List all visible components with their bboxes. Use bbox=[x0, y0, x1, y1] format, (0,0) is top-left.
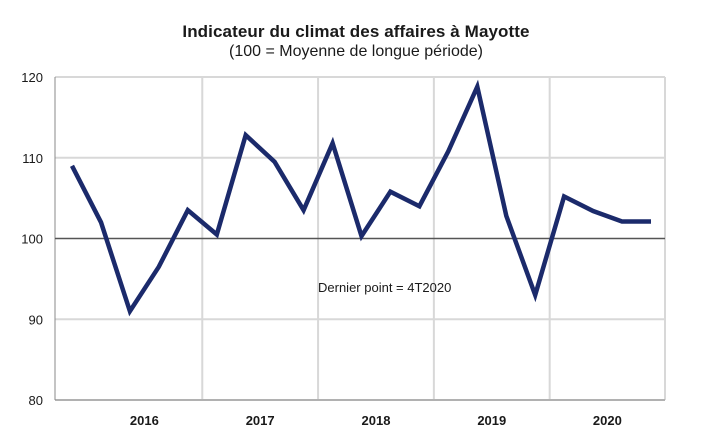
annotation-last-point: Dernier point = 4T2020 bbox=[318, 280, 451, 295]
labels: 80 90 100 110 120 2016 2017 2018 2019 2020 bbox=[21, 70, 622, 428]
y-tick-label-90: 90 bbox=[29, 312, 43, 327]
y-tick-label-80: 80 bbox=[29, 393, 43, 408]
x-tick-label-2019: 2019 bbox=[477, 413, 506, 428]
series-line-0 bbox=[69, 79, 651, 317]
chart-title: Indicateur du climat des affaires à Mayo… bbox=[182, 22, 530, 41]
chart-subtitle: (100 = Moyenne de longue période) bbox=[229, 43, 483, 60]
grid bbox=[55, 76, 666, 401]
x-tick-label-2017: 2017 bbox=[246, 413, 275, 428]
y-tick-label-120: 120 bbox=[21, 70, 43, 85]
series-layer bbox=[69, 79, 652, 317]
x-tick-label-2018: 2018 bbox=[362, 413, 391, 428]
x-tick-label-2020: 2020 bbox=[593, 413, 622, 428]
y-tick-label-100: 100 bbox=[21, 232, 43, 247]
x-tick-label-2016: 2016 bbox=[130, 413, 159, 428]
y-tick-label-110: 110 bbox=[22, 151, 43, 166]
